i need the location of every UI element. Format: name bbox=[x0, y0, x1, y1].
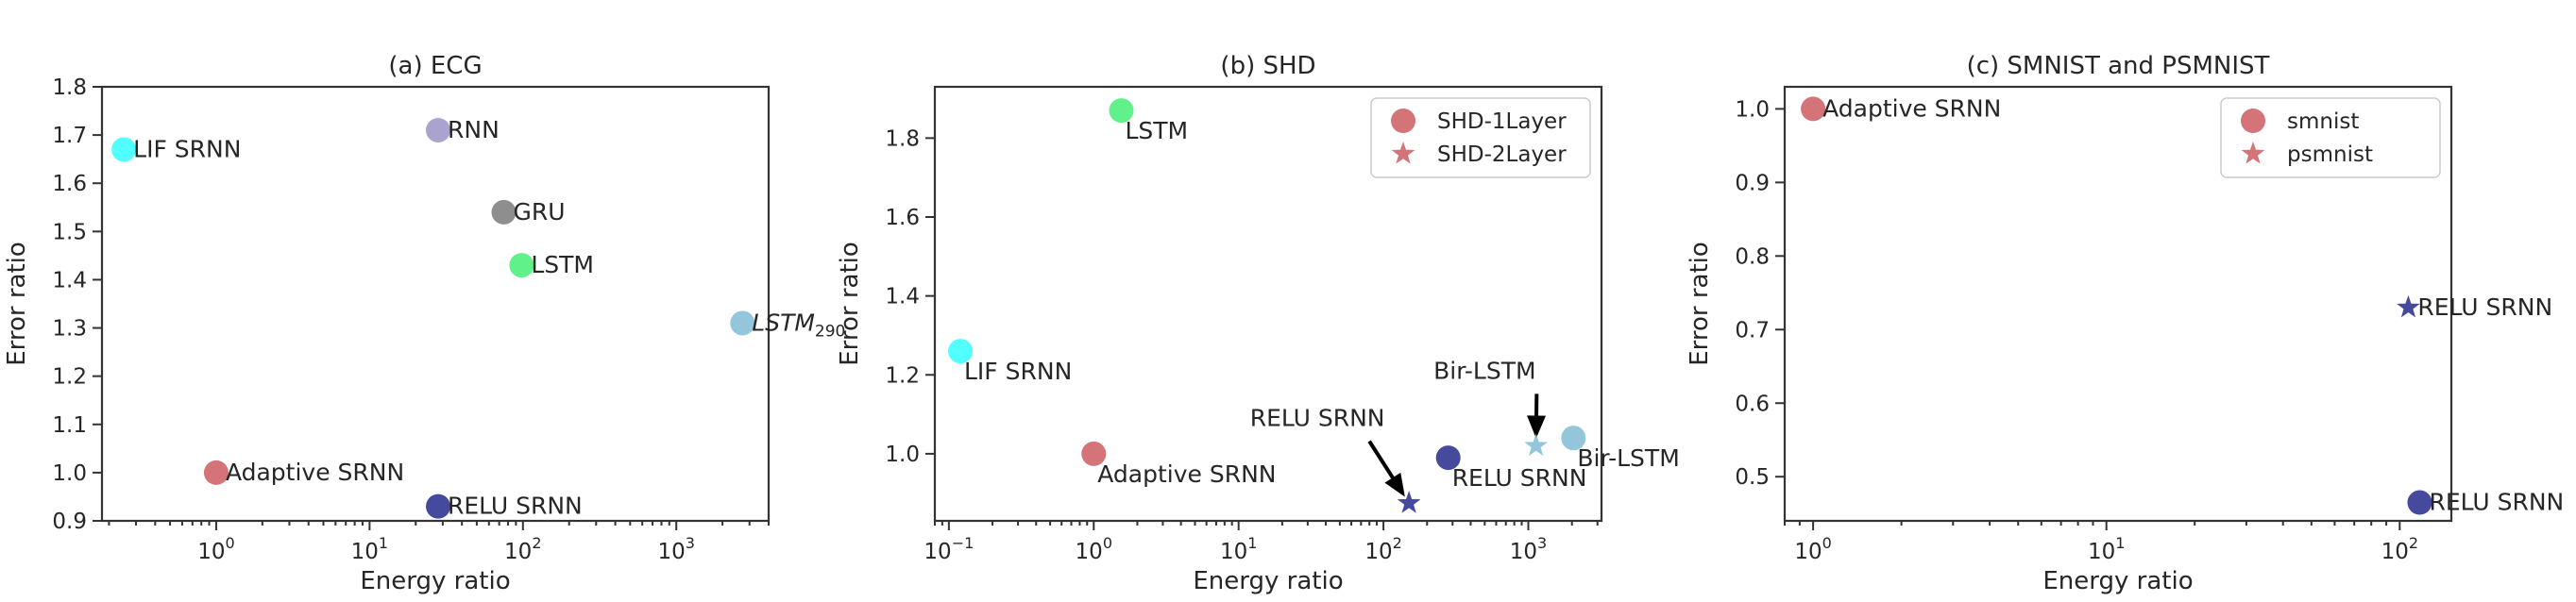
data-point bbox=[1435, 445, 1461, 471]
chart-title: (b) SHD bbox=[1220, 52, 1315, 80]
data-point bbox=[426, 118, 451, 142]
y-tick-label: 1.7 bbox=[52, 124, 87, 148]
x-tick-label: 101 bbox=[351, 534, 388, 564]
y-tick-label: 1.3 bbox=[52, 317, 87, 342]
data-point bbox=[948, 339, 974, 364]
data-point bbox=[111, 137, 137, 162]
x-tick-label: 103 bbox=[1510, 534, 1547, 564]
x-axis-label: Energy ratio bbox=[1193, 567, 1343, 595]
legend-label: psmnist bbox=[2287, 142, 2373, 167]
x-tick-label: 101 bbox=[2088, 534, 2125, 564]
legend-marker-star bbox=[2241, 142, 2265, 164]
y-tick-label: 0.7 bbox=[1735, 318, 1770, 343]
plot-frame bbox=[1783, 85, 2453, 523]
point-label: Adaptive SRNN bbox=[1822, 94, 2001, 122]
legend-box bbox=[1370, 97, 1591, 178]
chart-title: (c) SMNIST and PSMNIST bbox=[1967, 52, 2270, 80]
data-point bbox=[491, 199, 517, 225]
y-axis-label: Error ratio bbox=[1686, 242, 1714, 366]
data-point-star bbox=[1524, 433, 1549, 457]
legend: SHD-1Layer SHD-2Layer bbox=[1370, 97, 1591, 178]
point-label: Bir-LSTM bbox=[1577, 444, 1679, 472]
y-tick-label: 1.8 bbox=[52, 75, 87, 100]
y-tick-label: 0.6 bbox=[1735, 392, 1770, 416]
y-tick-label: 1.5 bbox=[52, 220, 87, 244]
data-point bbox=[730, 310, 755, 336]
y-tick-label: 1.8 bbox=[885, 126, 920, 151]
point-label: RELU SRNN bbox=[2429, 489, 2564, 516]
annotation-arrowhead bbox=[1384, 472, 1405, 497]
y-axis-label: Error ratio bbox=[3, 242, 31, 366]
annotation-label: Bir-LSTM bbox=[1433, 357, 1535, 384]
panel-shd: (b) SHD 10−1 100 101 102 103 1.0 1.2 1.4 1.6 1.8 En… bbox=[836, 52, 1680, 595]
y-tick-label: 1.4 bbox=[885, 285, 920, 309]
x-axis-label: Energy ratio bbox=[2042, 567, 2193, 595]
data-point bbox=[1801, 96, 1826, 122]
point-label: RELU SRNN bbox=[1452, 464, 1587, 492]
x-tick-label: 10−1 bbox=[924, 534, 974, 564]
point-label: Adaptive SRNN bbox=[226, 459, 404, 486]
point-label: RNN bbox=[448, 116, 500, 143]
y-tick-label: 1.6 bbox=[52, 172, 87, 196]
y-tick-label: 1.1 bbox=[52, 413, 87, 438]
y-tick-label: 0.9 bbox=[52, 510, 87, 534]
legend-label: SHD-2Layer bbox=[1437, 142, 1567, 167]
y-tick-label: 1.6 bbox=[885, 206, 920, 230]
data-point bbox=[2407, 490, 2432, 515]
data-point bbox=[1081, 441, 1107, 466]
data-point bbox=[1109, 98, 1134, 124]
point-label: LSTM290 bbox=[752, 309, 845, 341]
x-tick-label: 102 bbox=[2381, 534, 2418, 564]
chart-title: (a) ECG bbox=[388, 52, 482, 80]
legend-label: SHD-1Layer bbox=[1437, 109, 1567, 134]
x-tick-label: 102 bbox=[504, 534, 541, 564]
data-point bbox=[203, 460, 229, 485]
y-tick-label: 1.2 bbox=[52, 365, 87, 390]
point-label: LSTM bbox=[531, 251, 594, 278]
x-tick-label: 100 bbox=[1794, 534, 1831, 564]
y-tick-label: 1.0 bbox=[1735, 97, 1770, 122]
legend-box bbox=[2220, 97, 2441, 178]
y-tick-label: 0.8 bbox=[1735, 244, 1770, 269]
x-axis-label: Energy ratio bbox=[360, 567, 510, 595]
y-tick-label: 1.0 bbox=[52, 461, 87, 486]
legend-label: smnist bbox=[2287, 109, 2359, 134]
panel-smnist-psmnist: (c) SMNIST and PSMNIST 100 101 102 0.5 0.6 0.7… bbox=[1686, 52, 2564, 595]
y-tick-label: 1.0 bbox=[885, 443, 920, 467]
legend-marker-circle bbox=[1391, 109, 1415, 133]
data-point-star bbox=[1397, 491, 1421, 513]
point-label: RELU SRNN bbox=[448, 493, 583, 520]
point-label: Adaptive SRNN bbox=[1097, 460, 1276, 488]
x-tick-label: 100 bbox=[197, 534, 234, 564]
y-tick-label: 0.5 bbox=[1735, 465, 1770, 490]
x-tick-label: 103 bbox=[657, 534, 694, 564]
x-tick-label: 100 bbox=[1076, 534, 1112, 564]
plot-frame bbox=[933, 85, 1603, 523]
y-tick-label: 0.9 bbox=[1735, 171, 1770, 195]
point-label: LIF SRNN bbox=[133, 135, 241, 162]
annotation-label: RELU SRNN bbox=[1250, 405, 1385, 432]
point-label: GRU bbox=[514, 198, 566, 226]
point-label: LSTM bbox=[1125, 117, 1188, 144]
data-point bbox=[426, 493, 451, 519]
plot-frame bbox=[100, 85, 771, 523]
data-point bbox=[1561, 426, 1586, 451]
x-tick-label: 101 bbox=[1220, 534, 1257, 564]
panel-ecg: (a) ECG 100 101 102 103 0.9 1.0 1.1 1.2 1.3 1.4 1.5… bbox=[3, 52, 845, 595]
data-point-star bbox=[2397, 294, 2420, 318]
y-tick-label: 1.2 bbox=[885, 363, 920, 388]
point-label: LIF SRNN bbox=[964, 358, 1072, 385]
point-label: RELU SRNN bbox=[2417, 293, 2552, 321]
legend: smnist psmnist bbox=[2220, 97, 2441, 178]
y-axis-label: Error ratio bbox=[836, 242, 864, 366]
x-tick-label: 102 bbox=[1364, 534, 1401, 564]
data-point bbox=[509, 253, 534, 278]
legend-marker-circle bbox=[2241, 109, 2265, 133]
legend-marker-star bbox=[1391, 142, 1415, 164]
annotation-arrowhead bbox=[1527, 415, 1547, 439]
y-tick-label: 1.4 bbox=[52, 268, 87, 293]
